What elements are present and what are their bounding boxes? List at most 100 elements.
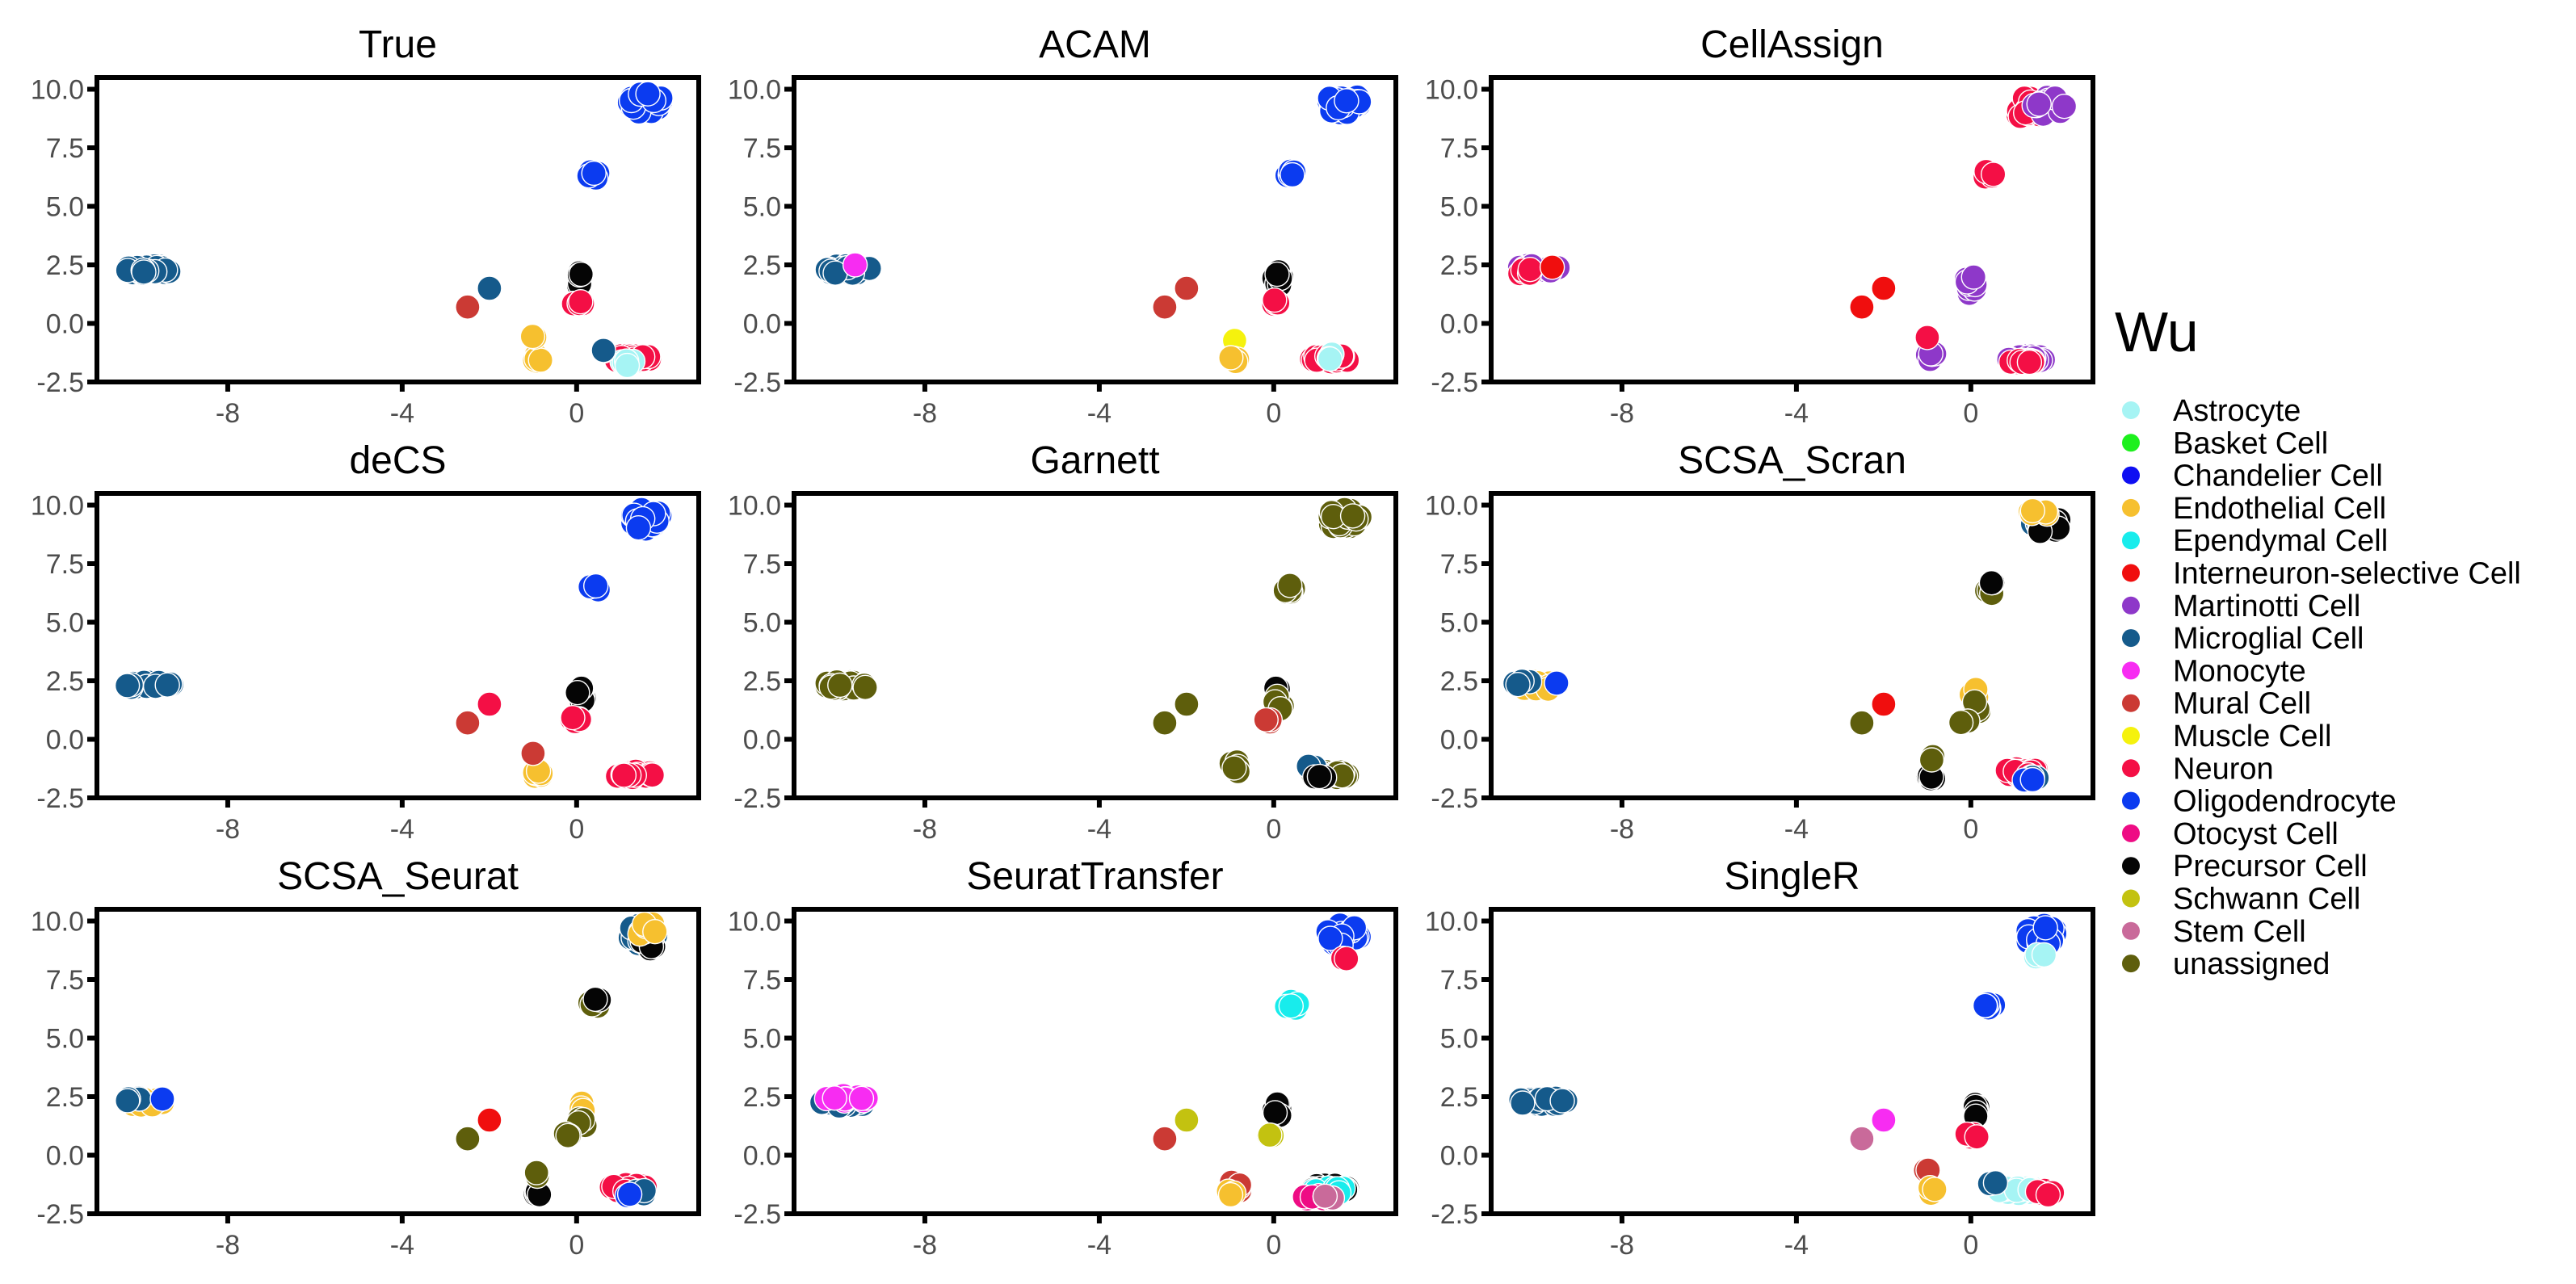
- y-tick-label: 0.0: [46, 1141, 84, 1172]
- data-point: [827, 672, 853, 699]
- facet-panel: Garnett -8 -4 0 -2.5 0.0 2.5 5.0 7.5 10.0: [728, 439, 1398, 845]
- data-point: [625, 515, 652, 541]
- legend-label: Chandelier Cell: [2173, 459, 2383, 493]
- data-point: [1334, 946, 1359, 971]
- legend-key-8: [2122, 661, 2140, 680]
- data-point: [1918, 747, 1945, 773]
- data-point: [1980, 162, 2007, 187]
- facet-panel: SingleR -8 -4 0 -2.5 0.0 2.5 5.0 7.5 10.0: [1425, 855, 2095, 1261]
- x-tick-label: 0: [569, 1230, 584, 1261]
- data-point: [115, 1088, 141, 1114]
- data-point: [1317, 925, 1343, 951]
- panel-title: ACAM: [1039, 23, 1151, 66]
- data-point: [842, 252, 868, 278]
- data-point: [1978, 570, 2005, 596]
- y-tick-label: 10.0: [1425, 75, 1478, 106]
- x-tick-label: -8: [1610, 814, 1634, 845]
- data-point: [455, 710, 481, 736]
- data-point: [477, 691, 502, 717]
- data-point: [1257, 1122, 1283, 1148]
- y-tick-label: 0.0: [1440, 309, 1478, 340]
- data-point: [1262, 287, 1288, 313]
- y-tick-label: 7.5: [46, 549, 84, 580]
- data-point: [1174, 275, 1200, 301]
- y-tick-label: 2.5: [743, 666, 781, 697]
- data-point: [520, 741, 546, 766]
- y-tick-label: 0.0: [743, 1141, 781, 1172]
- data-point: [1960, 264, 1987, 290]
- legend-key-3: [2122, 498, 2140, 517]
- x-tick-label: -8: [216, 1230, 240, 1261]
- x-tick-label: -4: [1784, 814, 1809, 845]
- panel-frame: [792, 75, 1398, 384]
- points: [114, 497, 673, 791]
- data-point: [523, 1160, 549, 1185]
- facet-panel: SeuratTransfer -8 -4 0 -2.5 0.0 2.5 5.0 7.5 10.0: [728, 855, 1398, 1261]
- data-point: [1262, 1100, 1288, 1126]
- points: [809, 912, 1372, 1212]
- data-point: [1914, 325, 1940, 350]
- y-tick-label: 7.5: [46, 133, 84, 164]
- panel-title: True: [359, 23, 437, 66]
- panel-frame: [1489, 491, 2095, 800]
- data-point: [1152, 1126, 1178, 1152]
- points: [115, 911, 669, 1209]
- y-tick-label: -2.5: [36, 367, 84, 398]
- data-point: [1982, 1169, 2009, 1196]
- data-point: [2019, 766, 2045, 793]
- y-tick-label: 5.0: [743, 1024, 781, 1055]
- data-point: [455, 294, 481, 320]
- data-point: [1277, 573, 1303, 598]
- x-tick-label: 0: [1266, 1230, 1281, 1261]
- legend-label: unassigned: [2173, 947, 2330, 981]
- x-tick-label: 0: [569, 814, 584, 845]
- data-point: [614, 352, 641, 379]
- data-point: [852, 674, 878, 700]
- legend-label: Monocyte: [2173, 654, 2306, 688]
- legend-label: Basket Cell: [2173, 426, 2328, 460]
- data-point: [2016, 349, 2043, 376]
- data-point: [1871, 691, 1897, 717]
- x-tick-label: 0: [1963, 1230, 1978, 1261]
- data-point: [1505, 672, 1531, 698]
- x-tick-label: -8: [216, 398, 240, 429]
- data-point: [1339, 503, 1366, 529]
- x-tick-label: -4: [390, 398, 414, 429]
- x-tick-label: -4: [1087, 398, 1112, 429]
- y-tick-label: -2.5: [733, 783, 781, 814]
- data-point: [2031, 942, 2057, 968]
- y-tick-label: 5.0: [1440, 192, 1478, 223]
- data-point: [1218, 345, 1244, 371]
- legend-key-7: [2122, 629, 2140, 648]
- y-tick-label: 5.0: [46, 608, 84, 639]
- x-tick-label: -8: [913, 398, 937, 429]
- data-point: [611, 762, 637, 788]
- x-tick-label: 0: [1266, 814, 1281, 845]
- x-tick-label: 0: [569, 398, 584, 429]
- data-point: [154, 672, 180, 698]
- legend-key-15: [2122, 889, 2140, 908]
- panel-title: CellAssign: [1700, 23, 1884, 66]
- data-point: [642, 918, 668, 945]
- y-tick-label: 7.5: [1440, 133, 1478, 164]
- x-tick-label: -8: [913, 1230, 937, 1261]
- y-tick-label: 7.5: [743, 133, 781, 164]
- data-point: [1278, 993, 1305, 1019]
- x-tick-label: -8: [913, 814, 937, 845]
- legend-key-16: [2122, 921, 2140, 940]
- legend-label: Precursor Cell: [2173, 850, 2368, 883]
- data-point: [1174, 691, 1200, 717]
- data-point: [1152, 710, 1178, 736]
- x-tick-label: -8: [1610, 398, 1634, 429]
- data-point: [1152, 294, 1178, 320]
- legend-key-6: [2122, 596, 2140, 615]
- y-tick-label: -2.5: [1431, 1199, 1478, 1230]
- y-tick-label: 10.0: [728, 907, 781, 938]
- data-point: [1964, 1124, 1990, 1150]
- data-point: [455, 1126, 481, 1152]
- legend-label: Neuron: [2173, 752, 2274, 786]
- data-point: [582, 986, 608, 1013]
- legend-label: Muscle Cell: [2173, 720, 2331, 753]
- data-point: [2035, 1181, 2061, 1208]
- data-point: [1849, 710, 1875, 736]
